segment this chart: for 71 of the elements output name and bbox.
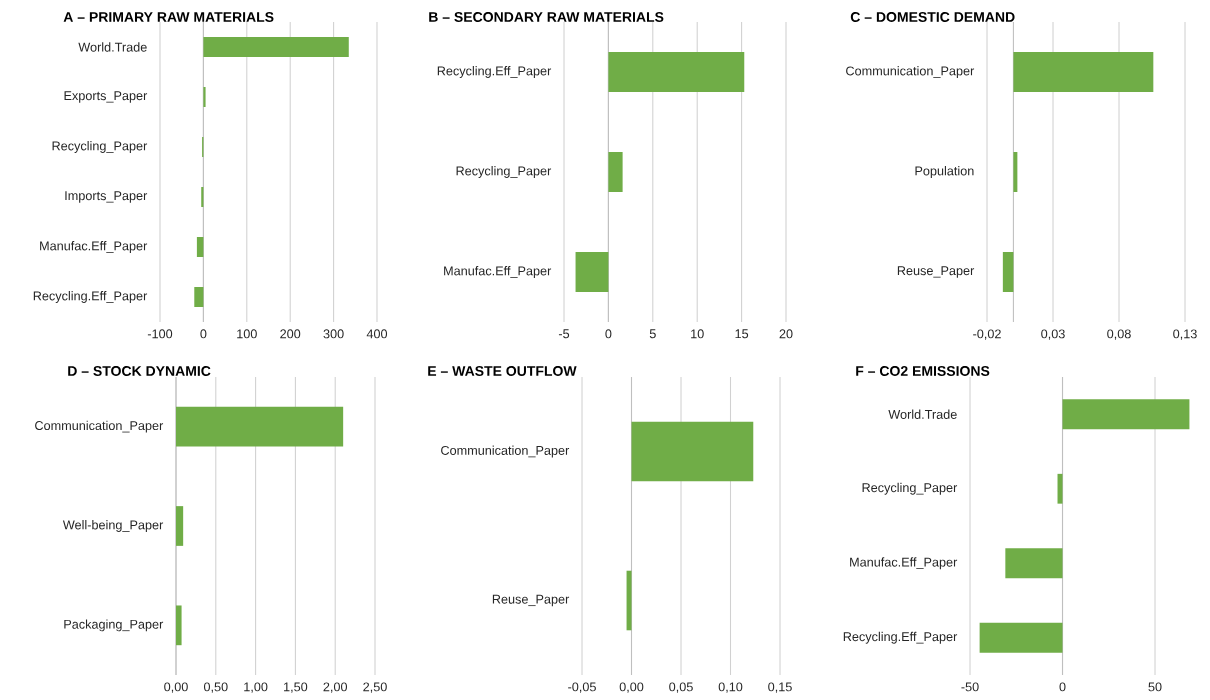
- y-tick-label: World.Trade: [888, 409, 957, 419]
- y-tick-label: Well-being_Paper: [62, 520, 164, 532]
- x-tick-label: 10: [691, 329, 704, 339]
- x-tick-label: 0,10: [718, 682, 743, 693]
- y-tick-label: Communication_Paper: [35, 420, 164, 433]
- x-tick-label: -5: [558, 329, 570, 339]
- bar: [203, 37, 349, 57]
- x-tick-label: -0,05: [568, 682, 596, 693]
- y-tick-label: Exports_Paper: [64, 91, 148, 103]
- y-tick-label: World.Trade: [78, 42, 147, 52]
- x-tick-label: -50: [961, 682, 979, 692]
- y-tick-label: Imports_Paper: [65, 191, 148, 203]
- x-tick-label: 300: [323, 329, 344, 339]
- chart-title: E – WASTE OUTFLOW: [428, 366, 577, 376]
- x-tick-label: 20: [779, 329, 793, 339]
- x-tick-label: 0,00: [619, 682, 644, 693]
- x-tick-label: 1,50: [284, 682, 308, 693]
- y-tick-label: Reuse_Paper: [492, 594, 570, 607]
- y-tick-label: Manufac.Eff_Paper: [850, 557, 958, 570]
- y-tick-label: Manufac.Eff_Paper: [40, 241, 148, 253]
- chart-title: C – DOMESTIC DEMAND: [850, 12, 1015, 22]
- bar: [575, 252, 609, 292]
- y-tick-label: Recycling.Eff_Paper: [437, 66, 552, 78]
- y-tick-label: Recycling.Eff_Paper: [843, 631, 958, 644]
- bar: [194, 287, 204, 307]
- x-tick-label: 200: [280, 329, 301, 339]
- y-tick-label: Manufac.Eff_Paper: [444, 266, 552, 278]
- chart-title: F – CO2 EMISSIONS: [856, 366, 990, 376]
- x-tick-label: -100: [147, 329, 173, 339]
- bar: [203, 87, 206, 107]
- x-tick-label: 1,00: [244, 682, 268, 693]
- bar: [176, 506, 184, 546]
- y-tick-label: Recycling_Paper: [862, 482, 958, 495]
- y-tick-label: Reuse_Paper: [897, 266, 975, 278]
- x-tick-label: 0,00: [164, 682, 188, 693]
- y-tick-label: Packaging_Paper: [64, 619, 164, 632]
- chart-title: A – PRIMARY RAW MATERIALS: [63, 12, 274, 22]
- bar: [1013, 52, 1154, 92]
- bar: [176, 605, 182, 646]
- x-tick-label: 2,00: [323, 682, 348, 693]
- bar: [176, 406, 344, 447]
- x-tick-label: 0,15: [768, 682, 792, 693]
- x-tick-label: 400: [366, 329, 388, 339]
- bar: [1002, 252, 1014, 292]
- bar: [201, 186, 204, 207]
- y-tick-label: Recycling.Eff_Paper: [33, 291, 148, 303]
- y-tick-label: Communication_Paper: [846, 66, 975, 78]
- bar: [1013, 152, 1018, 192]
- chart-title: D – STOCK DYNAMIC: [68, 366, 211, 376]
- x-tick-label: 0,05: [669, 682, 693, 693]
- bar: [196, 237, 204, 257]
- x-tick-label: 0: [1059, 682, 1066, 692]
- bar: [608, 151, 623, 192]
- bar: [608, 52, 745, 92]
- y-tick-label: Recycling_Paper: [52, 141, 148, 153]
- x-tick-label: 100: [237, 329, 257, 339]
- x-tick-label: 0,03: [1041, 329, 1065, 340]
- x-tick-label: 50: [1148, 682, 1162, 692]
- y-tick-label: Population: [915, 166, 974, 178]
- x-tick-label: 0,08: [1107, 329, 1131, 340]
- y-tick-label: Recycling_Paper: [456, 166, 552, 178]
- x-tick-label: 0,50: [203, 682, 228, 693]
- y-tick-label: Communication_Paper: [441, 445, 570, 458]
- chart-title: B – SECONDARY RAW MATERIALS: [429, 12, 664, 22]
- x-tick-label: 0,13: [1173, 329, 1197, 340]
- x-tick-label: 15: [735, 329, 749, 339]
- x-tick-label: 0: [200, 329, 207, 339]
- x-tick-label: 5: [649, 329, 656, 339]
- x-tick-label: 2,50: [363, 682, 387, 693]
- x-tick-label: -0,02: [973, 329, 1001, 340]
- x-tick-label: 0: [605, 329, 612, 339]
